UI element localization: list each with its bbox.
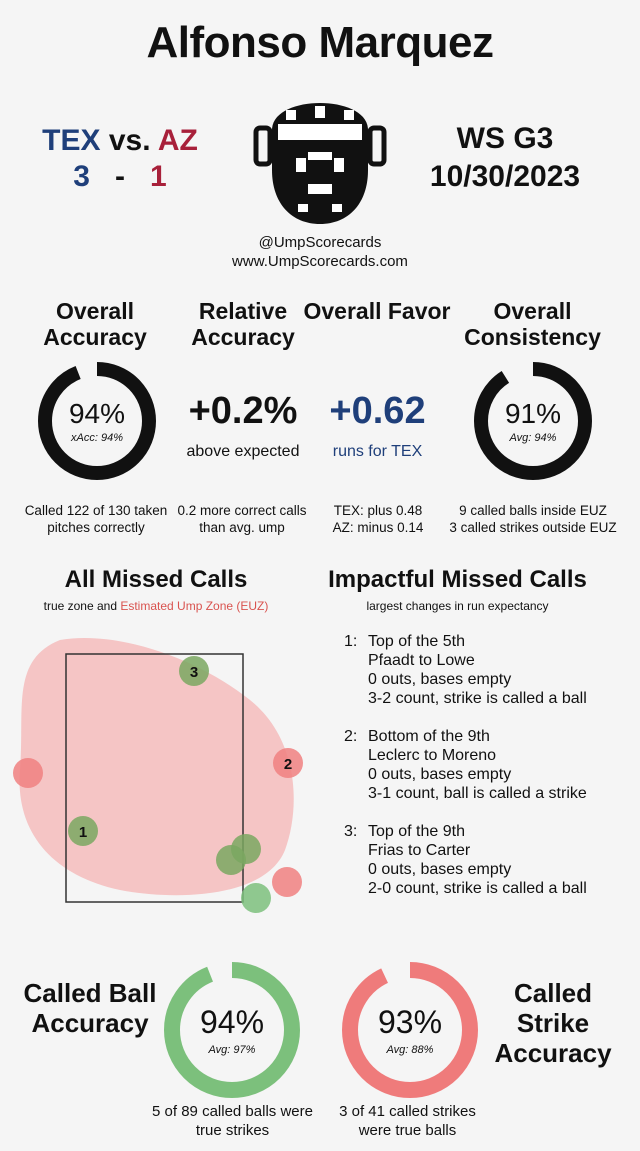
game-date: 10/30/2023	[429, 160, 581, 193]
missed-calls-subtitle: true zone and Estimated Ump Zone (EUZ)	[0, 599, 312, 613]
item-2-situation: 0 outs, bases empty	[368, 766, 512, 783]
ball-accuracy-ring	[164, 962, 300, 1098]
item-3-call: 2-0 count, strike is called a ball	[368, 880, 587, 897]
missed-calls-plot: 2 3 1	[13, 638, 303, 913]
missed-marker-2	[273, 748, 303, 778]
item-2-inning: Bottom of the 9th	[368, 728, 490, 745]
game-label: WS G3	[456, 122, 554, 155]
favor-value: +0.62	[329, 390, 426, 432]
ball-accuracy-title: Called Ball Accuracy	[23, 978, 157, 1038]
consistency-avg: Avg: 94%	[509, 432, 557, 444]
item-3-num: 3:	[344, 823, 358, 840]
accuracy-note: Called 122 of 130 taken pitches correctl…	[24, 503, 168, 535]
item-2-matchup: Leclerc to Moreno	[368, 747, 497, 764]
ball-accuracy-value: 94%	[199, 1004, 265, 1040]
accuracy-ring-arc	[38, 362, 156, 480]
missed-strike-b	[216, 845, 246, 875]
item-1-num: 1:	[344, 633, 358, 650]
missed-ball-left	[13, 758, 43, 788]
item-3-situation: 0 outs, bases empty	[368, 861, 512, 878]
favor-note-az: AZ: minus 0.14	[332, 520, 424, 535]
marker-3-label: 3	[190, 664, 198, 681]
missed-strike-c	[241, 883, 271, 913]
relative-accuracy-value: +0.2%	[188, 390, 298, 432]
consistency-value: 91%	[504, 398, 562, 429]
overall-favor-title: Overall Favor	[303, 298, 451, 324]
missed-subtitle-euz: Estimated Ump Zone (EUZ)	[120, 599, 269, 613]
catcher-mask-icon	[253, 103, 387, 224]
strike-accuracy-title: Called Strike Accuracy	[494, 978, 612, 1068]
missed-marker-3	[179, 656, 209, 686]
accuracy-value: 94%	[68, 398, 126, 429]
consistency-ring-arc	[474, 362, 592, 480]
item-3-matchup: Frias to Carter	[368, 842, 471, 859]
missed-ball-bottom-right	[272, 867, 302, 897]
item-1-inning: Top of the 5th	[368, 633, 465, 650]
strike-ring-arc	[342, 962, 478, 1098]
final-score: 3 - 1	[20, 160, 220, 194]
away-score: 3	[73, 160, 90, 193]
consistency-note-balls: 9 called balls inside EUZ	[459, 503, 607, 518]
impactful-title: Impactful Missed Calls	[328, 566, 587, 593]
relative-accuracy-sub: above expected	[186, 443, 300, 460]
social-handle: @UmpScorecards	[258, 234, 382, 251]
home-team: AZ	[157, 124, 198, 157]
favor-note: TEX: plus 0.48 AZ: minus 0.14	[318, 502, 438, 536]
favor-note-tex: TEX: plus 0.48	[333, 503, 423, 518]
missed-marker-1	[68, 816, 98, 846]
ball-ring-arc	[164, 962, 300, 1098]
marker-1-label: 1	[79, 824, 87, 841]
ball-accuracy-avg: Avg: 97%	[208, 1044, 256, 1056]
item-1-matchup: Pfaadt to Lowe	[368, 652, 475, 669]
matchup: TEX vs. AZ	[20, 124, 220, 158]
ball-accuracy-note: 5 of 89 called balls were true strikes	[152, 1103, 313, 1139]
missed-calls-title: All Missed Calls	[64, 566, 248, 593]
relative-accuracy-title: Relative Accuracy	[191, 298, 295, 350]
strike-accuracy-avg: Avg: 88%	[386, 1044, 434, 1056]
accuracy-ring	[38, 362, 156, 480]
vs-text: vs.	[108, 124, 151, 157]
relative-note: 0.2 more correct calls than avg. ump	[177, 503, 307, 535]
strike-accuracy-value: 93%	[377, 1004, 443, 1040]
website: www.UmpScorecards.com	[232, 253, 408, 270]
missed-subtitle-plain: true zone and	[43, 599, 117, 613]
consistency-ring	[474, 362, 592, 480]
strike-zone	[65, 653, 244, 903]
item-2-call: 3-1 count, ball is called a strike	[368, 785, 587, 802]
item-1-situation: 0 outs, bases empty	[368, 671, 512, 688]
strike-accuracy-note: 3 of 41 called strikes were true balls	[339, 1103, 476, 1139]
home-score: 1	[150, 160, 167, 193]
impactful-item-2: 2: Bottom of the 9th Leclerc to Moreno 0…	[344, 727, 624, 803]
away-team: TEX	[42, 124, 101, 157]
marker-2-label: 2	[284, 756, 292, 773]
consistency-note: 9 called balls inside EUZ 3 called strik…	[438, 502, 628, 536]
consistency-note-strikes: 3 called strikes outside EUZ	[449, 520, 617, 535]
accuracy-xacc: xAcc: 94%	[71, 432, 123, 444]
impactful-item-1: 1: Top of the 5th Pfaadt to Lowe 0 outs,…	[344, 632, 624, 708]
overall-accuracy-title: Overall Accuracy	[43, 298, 147, 350]
item-3-inning: Top of the 9th	[368, 823, 465, 840]
favor-sub: runs for TEX	[332, 443, 423, 460]
impactful-item-3: 3: Top of the 9th Frias to Carter 0 outs…	[344, 822, 624, 898]
strike-accuracy-ring	[342, 962, 478, 1098]
item-2-num: 2:	[344, 728, 358, 745]
score-dash: -	[115, 160, 125, 193]
impactful-subtitle: largest changes in run expectancy	[366, 599, 549, 613]
umpire-name: Alfonso Marquez	[146, 18, 494, 67]
overall-consistency-title: Overall Consistency	[464, 298, 601, 350]
item-1-call: 3-2 count, strike is called a ball	[368, 690, 587, 707]
